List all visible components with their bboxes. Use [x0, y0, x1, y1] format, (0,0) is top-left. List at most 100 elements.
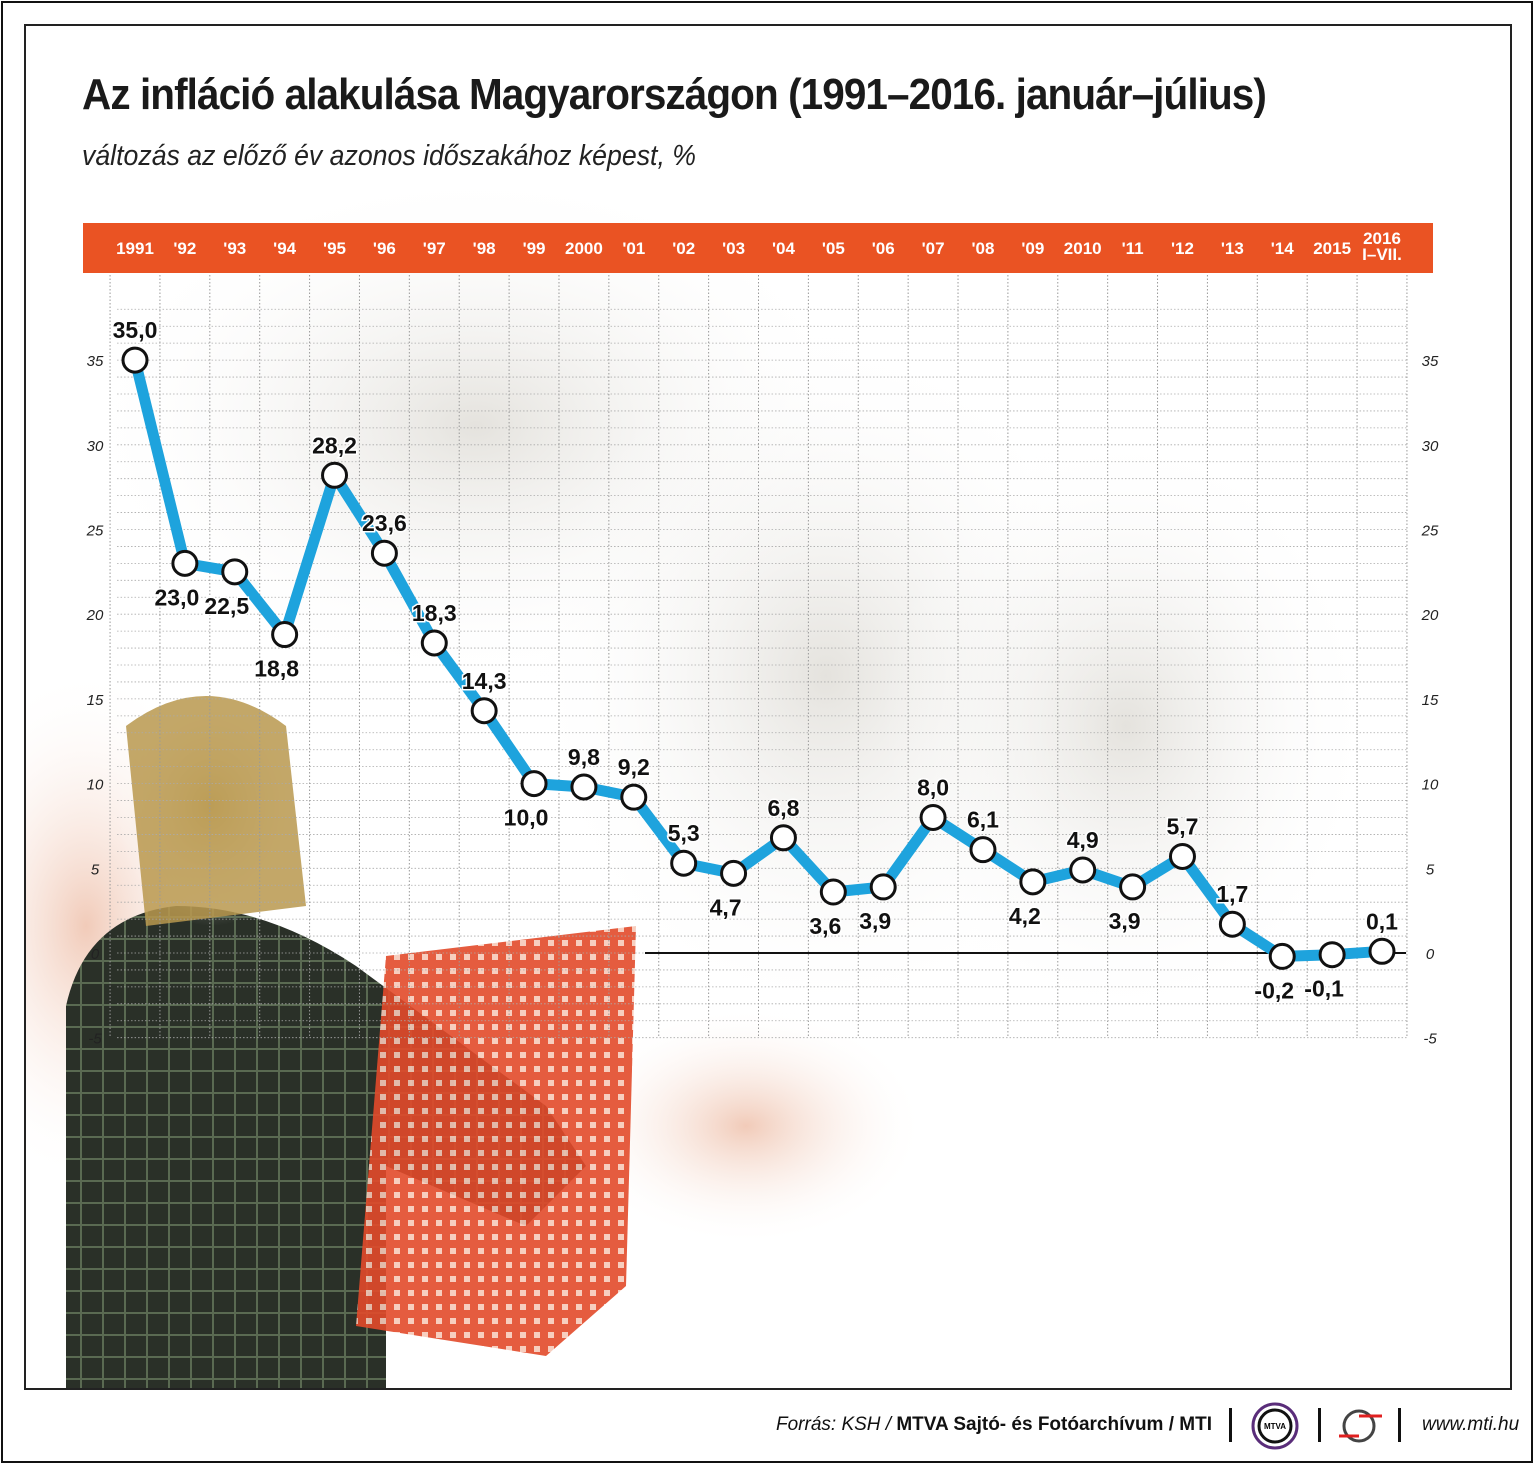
data-point	[670, 849, 698, 877]
x-tick-label-line: '99	[523, 239, 546, 258]
data-point	[221, 558, 249, 586]
data-point	[919, 803, 947, 831]
data-point	[1318, 941, 1346, 969]
x-tick-label: '14	[1271, 239, 1294, 258]
source-credit: MTVA Sajtó- és Fotóarchívum / MTI	[896, 1414, 1212, 1435]
data-label: 6,8	[767, 795, 799, 821]
x-tick-label-line: 2000	[565, 239, 603, 258]
data-label: 9,8	[568, 744, 600, 770]
data-label: 18,8	[254, 656, 299, 682]
data-label: 0,1	[1366, 908, 1398, 934]
data-label: 4,2	[1009, 903, 1041, 929]
x-tick-label: '92	[173, 239, 196, 258]
data-label: 1,7	[1216, 881, 1248, 907]
data-label: 3,9	[859, 908, 891, 934]
chart-title: Az infláció alakulása Magyarországon (19…	[82, 70, 1267, 119]
data-point	[1218, 910, 1246, 938]
x-tick-label-line: '02	[672, 239, 695, 258]
x-tick-label-line: I–VII.	[1362, 245, 1402, 264]
x-tick-label-line: '05	[822, 239, 845, 258]
data-point	[869, 873, 897, 901]
x-tick-label: 1991	[116, 239, 154, 258]
data-label: 5,7	[1166, 813, 1198, 839]
x-tick-label: '07	[922, 239, 945, 258]
data-point	[1368, 937, 1396, 965]
source-prefix: Forrás: KSH /	[776, 1414, 897, 1435]
data-label: 8,0	[917, 774, 949, 800]
separator	[1318, 1408, 1321, 1442]
year-band	[83, 223, 1433, 273]
data-point	[1019, 868, 1047, 896]
x-tick-label: '04	[772, 239, 795, 258]
x-tick-label: '11	[1122, 239, 1144, 258]
x-tick-label: 2015	[1313, 239, 1351, 258]
x-tick-label: '08	[971, 239, 994, 258]
data-point	[1119, 873, 1147, 901]
data-label: -0,1	[1304, 976, 1344, 1002]
data-label: 3,6	[809, 913, 841, 939]
x-tick-label: 2000	[565, 239, 603, 258]
x-tick-label: 2016 I–VII.	[1362, 229, 1402, 264]
separator	[1398, 1408, 1401, 1442]
x-tick-label: '94	[273, 239, 296, 258]
data-point	[620, 783, 648, 811]
mti-logo-icon	[1339, 1409, 1382, 1443]
data-point	[420, 629, 448, 657]
data-point	[171, 549, 199, 577]
x-tick-label: '01	[622, 239, 645, 258]
x-tick-label: '13	[1221, 239, 1244, 258]
data-point	[321, 461, 349, 489]
x-tick-label-line: '13	[1221, 239, 1244, 258]
y-tick-label-right: 15	[1422, 692, 1439, 709]
y-tick-label-right: 30	[1422, 438, 1439, 455]
mtva-logo-icon: MTVA	[1251, 1402, 1299, 1450]
y-tick-label-left: 5	[91, 861, 100, 878]
x-tick-label-line: '92	[173, 239, 196, 258]
x-tick-label: '93	[223, 239, 246, 258]
x-tick-label: '12	[1171, 239, 1194, 258]
x-tick-label-line: '94	[273, 239, 296, 258]
x-tick-label: '96	[373, 239, 396, 258]
website-url: www.mti.hu	[1422, 1414, 1520, 1435]
y-tick-label-right: 25	[1421, 523, 1439, 540]
data-point	[271, 621, 299, 649]
data-point	[1268, 942, 1296, 970]
y-tick-label-right: 20	[1421, 607, 1439, 624]
data-label: 28,2	[312, 432, 357, 458]
data-point	[1069, 856, 1097, 884]
data-label: 6,1	[967, 807, 999, 833]
x-tick-label-line: 2010	[1064, 239, 1102, 258]
data-label: 23,0	[154, 584, 199, 610]
x-tick-label-line: '07	[922, 239, 945, 258]
x-tick-label-line: '95	[323, 239, 346, 258]
data-label: 4,9	[1067, 827, 1099, 853]
y-tick-label-left: 15	[87, 692, 104, 709]
data-label: 10,0	[504, 805, 549, 831]
data-label: -0,2	[1254, 977, 1294, 1003]
separator	[1229, 1408, 1232, 1442]
x-tick-label: '95	[323, 239, 346, 258]
data-label: 14,3	[462, 668, 507, 694]
x-tick-label-line: '12	[1171, 239, 1194, 258]
x-tick-label-line: '93	[223, 239, 246, 258]
x-tick-label: '03	[722, 239, 745, 258]
y-tick-label-left: 25	[86, 523, 104, 540]
data-point	[121, 346, 149, 374]
data-label: 22,5	[204, 593, 249, 619]
footer: Forrás: KSH / MTVA Sajtó- és Fotóarchívu…	[0, 1402, 1534, 1450]
y-tick-label-left: 10	[87, 777, 104, 794]
y-tick-label-left: 35	[87, 353, 104, 370]
y-tick-label-right: 5	[1426, 861, 1435, 878]
data-label: 35,0	[113, 317, 158, 343]
x-tick-label-line: 2016	[1363, 229, 1401, 248]
x-tick-label: '97	[423, 239, 446, 258]
mtva-logo-text: MTVA	[1264, 1422, 1286, 1431]
data-point	[370, 539, 398, 567]
chart-subtitle: változás az előző év azonos időszakához …	[82, 140, 696, 172]
x-tick-label-line: 1991	[116, 239, 154, 258]
x-tick-label: '02	[672, 239, 695, 258]
data-label: 9,2	[618, 754, 650, 780]
data-label: 18,3	[412, 600, 457, 626]
source-text: Forrás: KSH / MTVA Sajtó- és Fotóarchívu…	[776, 1414, 1212, 1436]
